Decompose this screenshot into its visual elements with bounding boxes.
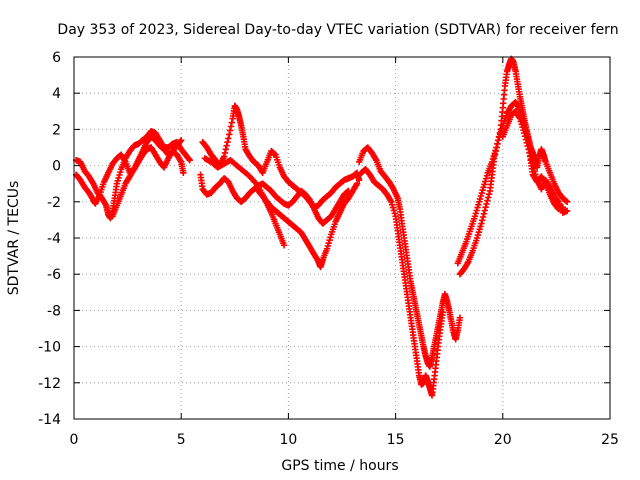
data-point: [226, 131, 233, 138]
series-track-12: [499, 108, 571, 216]
series-track-11: [454, 55, 571, 267]
y-tick-label: -2: [47, 195, 61, 211]
data-point: [177, 138, 184, 145]
y-tick-label: -6: [47, 267, 61, 283]
data-point: [221, 149, 229, 157]
x-tick-label: 25: [601, 432, 619, 448]
y-tick-label: 4: [52, 86, 61, 102]
series-track-7: [255, 180, 361, 271]
data-point: [482, 204, 489, 211]
x-tick-label: 5: [177, 432, 186, 448]
y-tick-label: -4: [47, 231, 61, 247]
x-tick-label: 0: [70, 432, 79, 448]
data-point: [522, 136, 530, 143]
data-point: [526, 149, 533, 156]
y-axis-label: SDTVAR / TECUs: [6, 181, 22, 296]
x-tick-label: 10: [279, 432, 297, 448]
data-point: [439, 309, 446, 316]
data-point: [227, 123, 235, 130]
data-point: [178, 137, 185, 144]
data-point: [485, 194, 492, 201]
series-track-1: [72, 128, 193, 222]
y-tick-label: -12: [38, 376, 61, 392]
data-point: [563, 198, 571, 205]
data-marks: [72, 55, 571, 399]
data-point: [521, 129, 528, 137]
data-point: [180, 169, 187, 177]
data-point: [493, 144, 500, 151]
data-point: [479, 217, 486, 224]
data-point: [220, 153, 228, 160]
series-track-4: [199, 102, 363, 211]
data-point: [222, 146, 229, 153]
data-point: [527, 152, 534, 160]
series-track-3: [109, 133, 185, 220]
data-point: [478, 220, 485, 227]
data-point: [481, 207, 488, 214]
data-point: [494, 137, 502, 144]
x-tick-label: 15: [387, 432, 405, 448]
data-point: [280, 242, 288, 249]
x-axis-label: GPS time / hours: [281, 458, 398, 474]
data-point: [483, 200, 490, 208]
data-point: [485, 190, 493, 198]
chart-title: Day 353 of 2023, Sidereal Day-to-day VTE…: [57, 22, 618, 38]
y-tick-label: -14: [38, 412, 61, 428]
y-tick-label: -10: [38, 340, 61, 356]
data-point: [521, 133, 529, 140]
data-point: [479, 213, 487, 221]
y-tick-labels: -14 -12 -10 -8 -6 -4 -2 0 2 4 6: [38, 50, 61, 428]
data-point: [523, 139, 531, 146]
data-point: [525, 146, 532, 153]
data-point: [226, 127, 234, 134]
data-point: [185, 155, 193, 163]
grid-lines: [74, 57, 610, 419]
data-point: [228, 119, 235, 126]
data-point: [224, 138, 231, 146]
data-point: [524, 142, 531, 150]
x-tick-labels: 0 5 10 15 20 25: [70, 432, 619, 448]
data-point: [186, 156, 193, 164]
data-point: [355, 176, 363, 184]
x-tick-label: 20: [494, 432, 512, 448]
data-point: [480, 210, 488, 217]
data-point: [528, 159, 536, 166]
data-point: [554, 197, 561, 204]
data-point: [494, 140, 501, 148]
y-tick-label: -8: [47, 303, 61, 319]
data-point: [527, 155, 535, 163]
data-point: [456, 314, 464, 321]
y-tick-label: 0: [52, 159, 61, 175]
y-tick-label: 2: [52, 122, 61, 138]
data-point: [223, 142, 230, 149]
axis-ticks: [73, 56, 611, 420]
data-point: [563, 207, 571, 215]
series-track-9: [358, 166, 446, 399]
y-tick-label: 6: [52, 50, 61, 66]
data-point: [353, 180, 361, 187]
data-point: [484, 197, 491, 204]
data-point: [225, 135, 232, 142]
